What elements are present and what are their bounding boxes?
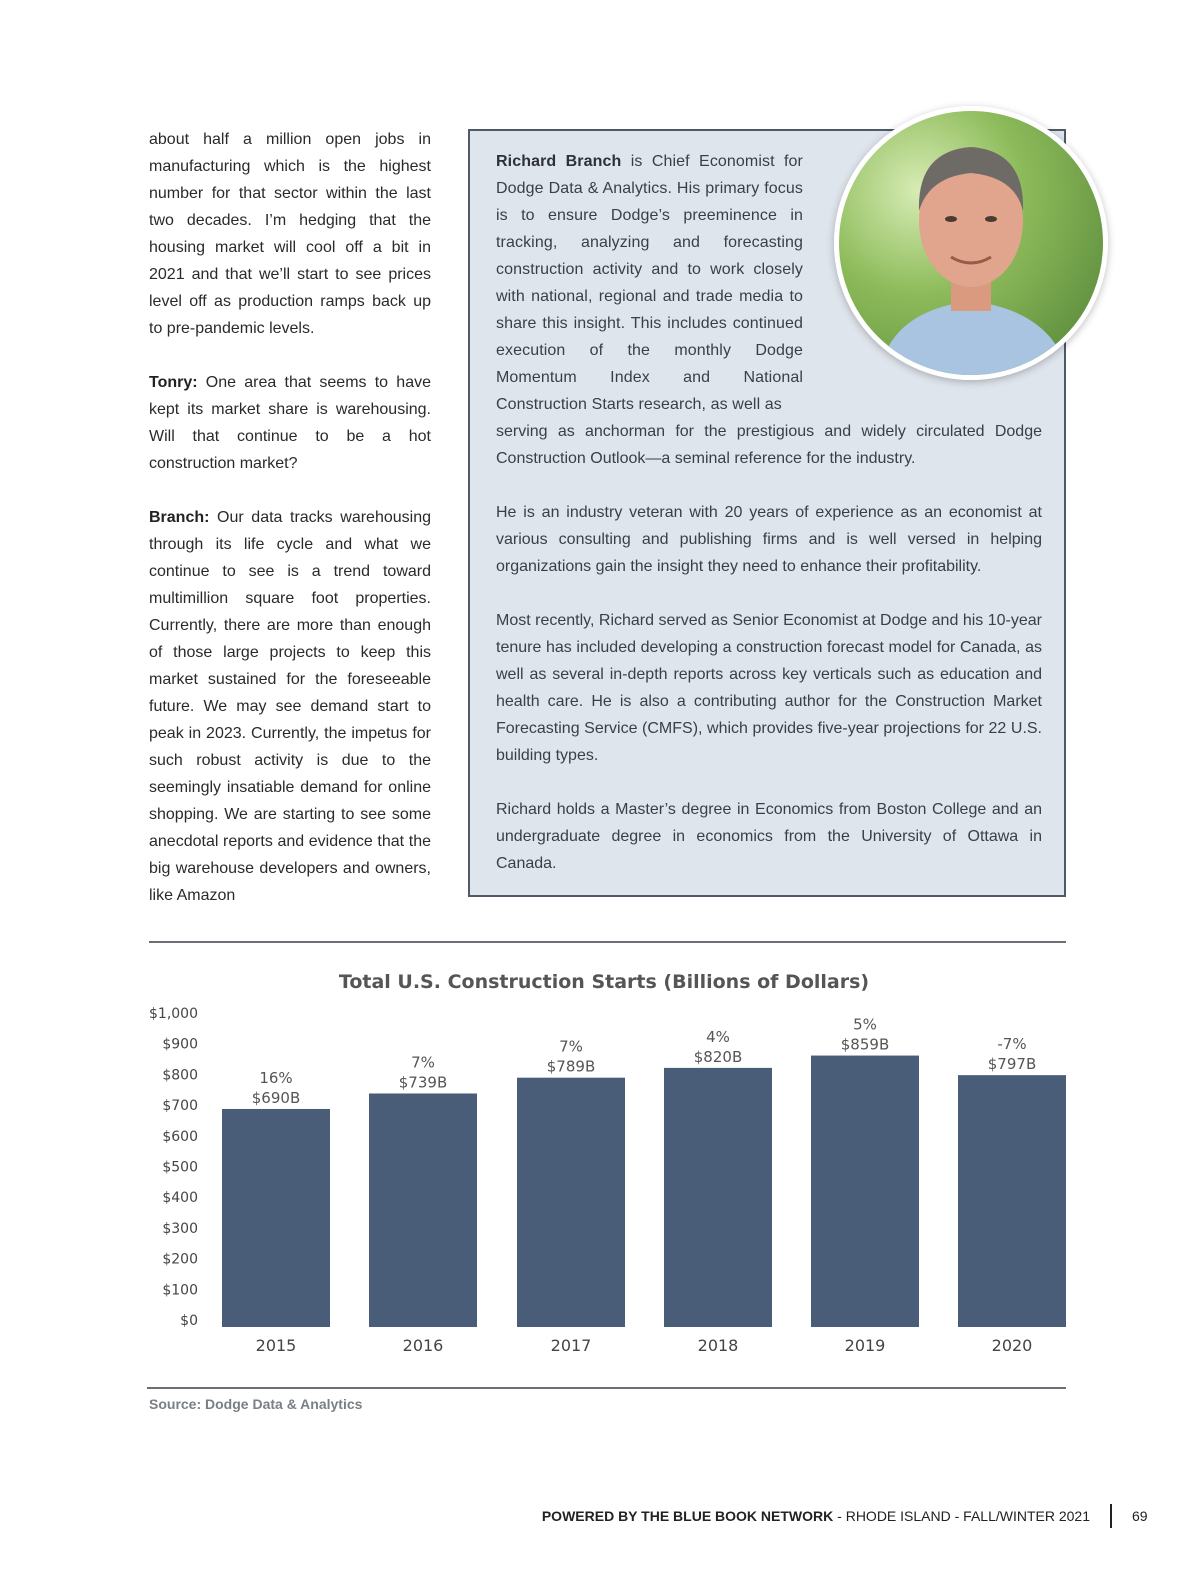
bar-chart: Total U.S. Construction Starts (Billions…: [149, 971, 1066, 1355]
y-tick-label: $200: [162, 1252, 198, 1268]
bar-2017: [517, 1077, 625, 1327]
bio-intro: Richard Branch is Chief Economist for Do…: [496, 148, 803, 418]
paragraph: about half a million open jobs in manufa…: [149, 131, 431, 337]
change-label: 7%: [559, 1038, 583, 1056]
speaker: Branch:: [149, 509, 210, 526]
article-column: about half a million open jobs in manufa…: [149, 126, 431, 936]
bio-intro-text: is Chief Economist for Dodge Data & Anal…: [496, 153, 803, 413]
paragraph: He is an industry veteran with 20 years …: [496, 504, 1042, 575]
paragraph: Most recently, Richard served as Senior …: [496, 612, 1042, 764]
paragraph: serving as anchorman for the prestigious…: [496, 423, 1042, 467]
bar-2019: [811, 1055, 919, 1327]
y-tick-label: $0: [180, 1313, 198, 1329]
y-tick-label: $800: [162, 1067, 198, 1083]
footer-issue: - RHODE ISLAND - FALL/WINTER 2021: [833, 1508, 1090, 1524]
chart-source: Source: Dodge Data & Analytics: [149, 1396, 363, 1412]
bar-2015: [222, 1108, 330, 1327]
change-label: 16%: [259, 1069, 292, 1087]
paragraph: Branch: Our data tracks warehousing thro…: [149, 504, 431, 909]
chart-top-rule: [149, 941, 1066, 943]
portrait-image: [879, 147, 1069, 375]
change-label: 7%: [411, 1053, 435, 1071]
change-label: -7%: [997, 1035, 1026, 1053]
x-tick-label: 2016: [403, 1336, 444, 1355]
change-label: 5%: [853, 1016, 877, 1034]
answer-text: Our data tracks warehousing through its …: [149, 509, 431, 904]
value-label: $797B: [988, 1055, 1036, 1073]
bar-2018: [664, 1067, 772, 1327]
bio-name: Richard Branch: [496, 153, 622, 170]
y-tick-label: $500: [162, 1160, 198, 1176]
bio-body: serving as anchorman for the prestigious…: [496, 418, 1042, 904]
x-tick-label: 2020: [992, 1336, 1033, 1355]
value-label: $820B: [694, 1048, 742, 1066]
x-tick-label: 2015: [256, 1336, 297, 1355]
value-label: $690B: [252, 1089, 300, 1107]
speaker: Tonry:: [149, 374, 198, 391]
value-label: $739B: [399, 1073, 447, 1091]
value-label: $789B: [547, 1058, 595, 1076]
x-tick-label: 2018: [698, 1336, 739, 1355]
y-tick-label: $300: [162, 1221, 198, 1237]
y-tick-label: $900: [162, 1037, 198, 1053]
value-label: $859B: [841, 1036, 889, 1054]
page-number: 69: [1132, 1508, 1148, 1524]
y-tick-label: $400: [162, 1190, 198, 1206]
change-label: 4%: [706, 1028, 730, 1046]
question-text: One area that seems to have kept its mar…: [149, 374, 431, 472]
portrait-photo: [834, 106, 1108, 380]
footer-divider: [1110, 1504, 1112, 1528]
x-tick-label: 2019: [845, 1336, 886, 1355]
paragraph: Richard holds a Master’s degree in Econo…: [496, 801, 1042, 872]
footer-brand: POWERED BY THE BLUE BOOK NETWORK: [541, 1508, 834, 1524]
y-tick-label: $1,000: [149, 1006, 198, 1022]
bar-2016: [369, 1093, 477, 1327]
x-tick-label: 2017: [551, 1336, 592, 1355]
chart-title: Total U.S. Construction Starts (Billions…: [339, 971, 869, 993]
y-tick-label: $100: [162, 1282, 198, 1298]
y-tick-label: $600: [162, 1129, 198, 1145]
chart-bottom-rule: [147, 1387, 1066, 1389]
y-tick-label: $700: [162, 1098, 198, 1114]
paragraph: Tonry: One area that seems to have kept …: [149, 369, 431, 477]
bar-2020: [958, 1075, 1066, 1327]
footer: POWERED BY THE BLUE BOOK NETWORK - RHODE…: [542, 1508, 1090, 1524]
